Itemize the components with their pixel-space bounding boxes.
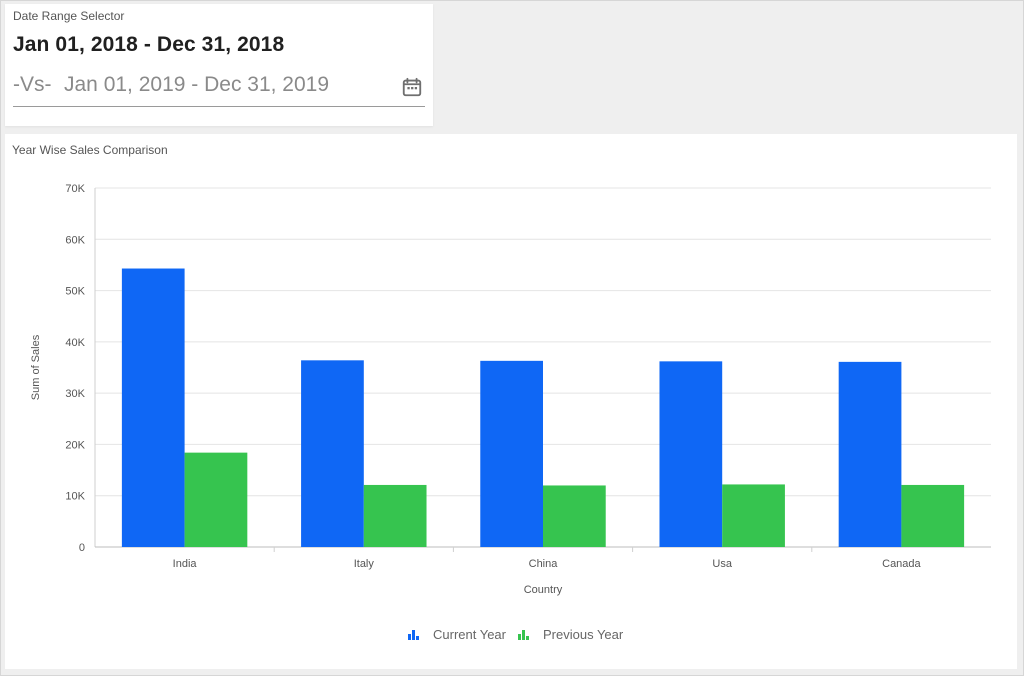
y-tick-label: 60K: [65, 234, 85, 246]
bar-china-current-year[interactable]: [480, 360, 543, 547]
legend-icon-bar: [408, 634, 411, 640]
legend-bar-chart-icon: [408, 630, 419, 640]
legend-icon-bar: [416, 636, 419, 640]
y-tick-label: 40K: [65, 337, 85, 349]
bar-canada-current-year[interactable]: [838, 361, 902, 547]
y-tick-label: 50K: [65, 286, 85, 298]
legend-item-current-year[interactable]: Current Year: [408, 627, 507, 642]
legend-label: Previous Year: [543, 627, 624, 642]
bar-usa-current-year[interactable]: [659, 361, 723, 547]
y-tick-label: 70K: [65, 183, 85, 195]
primary-date-range: Jan 01, 2018 - Dec 31, 2018: [13, 33, 285, 56]
legend-icon-bar: [412, 630, 415, 640]
legend-icon-bar: [526, 636, 529, 640]
comparison-date-range-field[interactable]: -Vs- Jan 01, 2019 - Dec 31, 2019: [13, 66, 425, 107]
bar-india-current-year[interactable]: [121, 268, 185, 547]
bar-italy-previous-year[interactable]: [363, 484, 427, 547]
bar-canada-previous-year[interactable]: [901, 484, 965, 547]
y-tick-label: 0: [79, 542, 85, 554]
bar-usa-previous-year[interactable]: [722, 484, 785, 547]
bar-italy-current-year[interactable]: [301, 360, 364, 547]
legend-label: Current Year: [433, 627, 507, 642]
x-axis-title: Country: [524, 584, 563, 596]
sales-bar-chart: 0 10K 20K 30K 40K 50K 60K 70K India Italy China Usa…: [30, 183, 991, 642]
sales-chart-card: Year Wise Sales Comparison 0 10K 20K 30K 40K…: [5, 134, 1017, 669]
y-tick-label: 20K: [65, 439, 85, 451]
y-axis-title: Sum of Sales: [30, 334, 42, 400]
chart-title: Year Wise Sales Comparison: [12, 143, 168, 157]
date-range-selector-card: Date Range Selector Jan 01, 2018 - Dec 3…: [5, 4, 433, 126]
bar-india-previous-year[interactable]: [184, 452, 248, 547]
calendar-icon[interactable]: [401, 76, 423, 98]
x-tick-label-italy: Italy: [354, 558, 375, 570]
vs-prefix: -Vs-: [13, 73, 52, 96]
legend-bar-chart-icon: [518, 630, 529, 640]
legend-item-previous-year[interactable]: Previous Year: [518, 627, 624, 642]
legend-icon-bar: [518, 634, 521, 640]
legend-icon-bar: [522, 630, 525, 640]
y-tick-label: 30K: [65, 388, 85, 400]
x-tick-label-canada: Canada: [882, 558, 921, 570]
date-range-selector-label: Date Range Selector: [13, 9, 125, 23]
bar-china-previous-year[interactable]: [543, 485, 606, 547]
comparison-date-range: Jan 01, 2019 - Dec 31, 2019: [64, 73, 330, 96]
x-tick-label-india: India: [173, 558, 198, 570]
x-tick-label-china: China: [529, 558, 559, 570]
y-tick-label: 10K: [65, 491, 85, 503]
x-tick-label-usa: Usa: [712, 558, 732, 570]
